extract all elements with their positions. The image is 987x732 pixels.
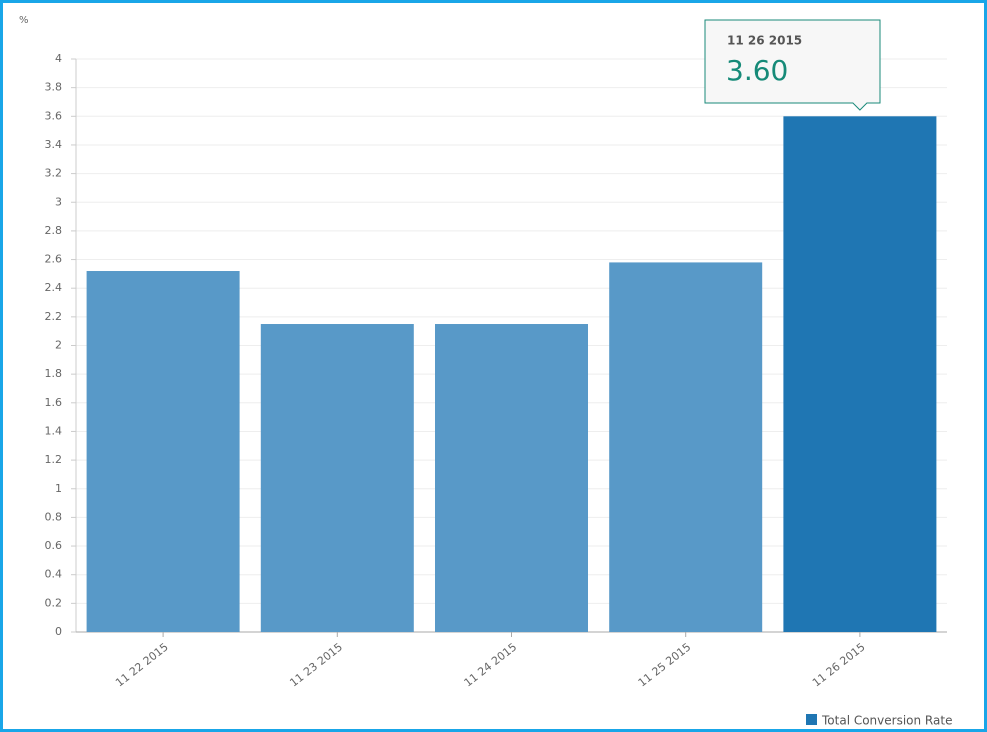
y-tick-label: 0.2 — [45, 596, 63, 609]
y-tick-label: 0.6 — [45, 539, 63, 552]
bar — [86, 271, 240, 632]
y-tick-label: 4 — [55, 52, 62, 65]
x-tick-label: 11 25 2015 — [636, 640, 694, 689]
y-tick-label: 3 — [55, 195, 62, 208]
y-tick-label: 1.6 — [45, 396, 63, 409]
tooltip-box — [704, 19, 881, 111]
y-tick-label: 2.8 — [45, 224, 63, 237]
y-tick-label: 0.4 — [45, 568, 63, 581]
bar — [609, 262, 763, 632]
y-tick-label: 0.8 — [45, 510, 63, 523]
y-tick-label: 2.4 — [45, 281, 63, 294]
x-tick-label: 11 26 2015 — [810, 640, 868, 689]
legend-label: Total Conversion Rate — [821, 714, 952, 728]
tooltip-title: 11 26 2015 — [727, 34, 802, 48]
tooltip-value: 3.60 — [726, 54, 788, 87]
y-tick-label: 2 — [55, 339, 62, 352]
y-tick-label: 1.8 — [45, 367, 63, 380]
y-tick-label: 2.2 — [45, 310, 63, 323]
y-tick-label: 2.6 — [45, 253, 63, 266]
y-tick-label: 3.4 — [45, 138, 63, 151]
x-tick-label: 11 22 2015 — [113, 640, 171, 689]
y-tick-label: 3.6 — [45, 109, 63, 122]
y-tick-label: 0 — [55, 625, 62, 638]
bar — [260, 324, 414, 632]
x-tick-label: 11 23 2015 — [287, 640, 345, 689]
legend-swatch — [806, 714, 817, 725]
bar — [783, 116, 937, 633]
y-tick-label: 1 — [55, 482, 62, 495]
x-tick-label: 11 24 2015 — [462, 640, 520, 689]
y-tick-label: 1.2 — [45, 453, 63, 466]
y-tick-label: 3.8 — [45, 81, 63, 94]
bar — [435, 324, 588, 632]
y-axis-label: % — [19, 15, 29, 26]
y-tick-label: 3.2 — [45, 167, 63, 180]
y-tick-label: 1.4 — [45, 424, 63, 437]
